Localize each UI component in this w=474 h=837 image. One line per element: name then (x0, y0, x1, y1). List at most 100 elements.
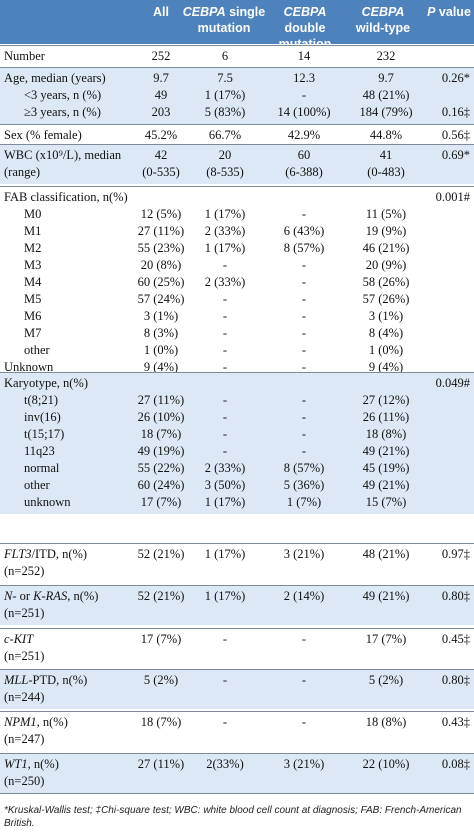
table-row: (n=244) (0, 689, 474, 706)
cell-wild-type: 46 (21%) (362, 241, 410, 255)
cell-all: 26 (10%) (137, 410, 185, 424)
cell-all: 55 (23%) (137, 241, 185, 255)
cell-single-mutation: - (222, 292, 228, 306)
cell-wild-type: 8 (4%) (368, 326, 404, 340)
cell-single-mutation: 5 (83%) (204, 105, 246, 119)
row-label: normal (24, 461, 60, 475)
table-row: M2 55 (23%) 1 (17%) 8 (57%) 46 (21%) (0, 240, 474, 257)
header-p-value: P value (427, 5, 471, 19)
row-label: <3 years, n (%) (24, 88, 102, 102)
cell-double-mutation: - (301, 360, 307, 374)
row-label: ≥3 years, n (%) (24, 105, 101, 119)
cell-wild-type: 48 (21%) (362, 547, 410, 561)
cell-single-mutation: 1 (17%) (204, 495, 246, 509)
row-label: WT1, n(%) (4, 757, 59, 771)
row-divider (0, 372, 474, 373)
cell-double-mutation: - (301, 444, 307, 458)
table-row: t(15;17) 18 (7%) - - 18 (8%) (0, 426, 474, 443)
row-label: unknown (24, 495, 71, 509)
table-row: WT1, n(%) 27 (11%) 2(33%) 3 (21%) 22 (10%) 0.… (0, 756, 474, 773)
cell-p-value: 0.56‡ (441, 128, 470, 142)
table-row: Sex (% female) 45.2% 66.7% 42.9% 44.8% 0.56‡ (0, 127, 474, 144)
cell-wild-type: 45 (19%) (362, 461, 410, 475)
row-divider (0, 628, 474, 629)
cell-double-mutation: - (301, 292, 307, 306)
cell-single-mutation: - (222, 309, 228, 323)
table-footnote: *Kruskal-Wallis test; ‡Chi-square test; … (4, 805, 462, 829)
cell-p-value: 0.80‡ (441, 589, 470, 603)
table-row: NPM1, n(%) 18 (7%) - - 18 (8%) 0.43‡ (0, 714, 474, 731)
row-label: M1 (24, 224, 42, 238)
cell-wild-type: 22 (10%) (362, 757, 410, 771)
cell-double-mutation: 8 (57%) (283, 241, 325, 255)
row-label: (range) (4, 165, 41, 179)
cell-single-mutation: 1 (17%) (204, 589, 246, 603)
cell-double-mutation: 1 (7%) (286, 495, 322, 509)
cell-double-mutation: 2 (14%) (283, 589, 325, 603)
cell-single-mutation: - (222, 715, 228, 729)
row-divider (0, 67, 474, 68)
table-row: M4 60 (25%) 2 (33%) - 58 (26%) (0, 274, 474, 291)
cell-single-mutation: 2(33%) (206, 757, 244, 771)
cell-p-value: 0.26* (441, 71, 470, 85)
row-label: t(8;21) (24, 393, 59, 407)
cell-all: 12 (5%) (140, 207, 182, 221)
cell-all: 252 (151, 49, 171, 63)
cell-double-mutation: - (301, 715, 307, 729)
row-label: other (24, 478, 50, 492)
cell-double-mutation: - (301, 88, 307, 102)
table-row: c-KIT 17 (7%) - - 17 (7%) 0.45‡ (0, 631, 474, 648)
cell-all: 42 (154, 148, 168, 162)
row-label: MLL-PTD, n(%) (4, 673, 88, 687)
table-header: All CEBPA single mutation CEBPA double m… (0, 0, 474, 51)
cell-single-mutation: 20 (218, 148, 232, 162)
cell-wild-type: 49 (21%) (362, 478, 410, 492)
row-label: (n=251) (4, 606, 45, 620)
cell-double-mutation: 60 (297, 148, 311, 162)
row-label: Number (4, 49, 45, 63)
table-row: (n=251) (0, 605, 474, 622)
cell-single-mutation: (8-535) (206, 165, 244, 179)
table-row: ≥3 years, n (%) 203 5 (83%) 14 (100%) 184 (7… (0, 104, 474, 121)
table-row: Karyotype, n(%) 0.049# (0, 375, 474, 392)
cell-double-mutation: - (301, 275, 307, 289)
cell-p-value: 0.45‡ (441, 632, 470, 646)
header-all: All (153, 5, 169, 19)
cell-single-mutation: 1 (17%) (204, 88, 246, 102)
cell-all: 9.7 (153, 71, 169, 85)
table-row: M5 57 (24%) - - 57 (26%) (0, 291, 474, 308)
cell-double-mutation: - (301, 258, 307, 272)
row-label: inv(16) (24, 410, 61, 424)
cell-double-mutation: - (301, 207, 307, 221)
row-label: (n=247) (4, 732, 45, 746)
row-label: M2 (24, 241, 42, 255)
cell-all: 20 (8%) (140, 258, 182, 272)
cell-all: 27 (11%) (137, 757, 185, 771)
row-label: NPM1, n(%) (4, 715, 68, 729)
row-label: FAB classification, n(%) (4, 190, 128, 204)
cell-all: 17 (7%) (140, 495, 182, 509)
row-label: WBC (x10⁹/L), median (4, 148, 122, 162)
cell-wild-type: 17 (7%) (365, 632, 407, 646)
cell-wild-type: 3 (1%) (368, 309, 404, 323)
cell-wild-type: 1 (0%) (368, 343, 404, 357)
cell-double-mutation: - (301, 343, 307, 357)
cell-all: 60 (24%) (137, 478, 185, 492)
row-label: M7 (24, 326, 42, 340)
cell-single-mutation: 66.7% (208, 128, 242, 142)
cell-all: 8 (3%) (143, 326, 179, 340)
row-divider (0, 711, 474, 712)
cell-single-mutation: - (222, 427, 228, 441)
cell-single-mutation: 1 (17%) (204, 207, 246, 221)
table-row: FLT3/ITD, n(%) 52 (21%) 1 (17%) 3 (21%) 48 (… (0, 546, 474, 563)
cell-wild-type: 5 (2%) (368, 673, 404, 687)
table-row: Age, median (years) 9.7 7.5 12.3 9.7 0.26* (0, 70, 474, 87)
cell-double-mutation: - (301, 632, 307, 646)
cell-wild-type: 48 (21%) (362, 88, 410, 102)
row-label: M6 (24, 309, 42, 323)
row-label: M5 (24, 292, 42, 306)
cell-p-value: 0.16‡ (441, 105, 470, 119)
cell-wild-type: 26 (11%) (362, 410, 410, 424)
row-label: (n=252) (4, 564, 45, 578)
row-label: Karyotype, n(%) (4, 376, 88, 390)
